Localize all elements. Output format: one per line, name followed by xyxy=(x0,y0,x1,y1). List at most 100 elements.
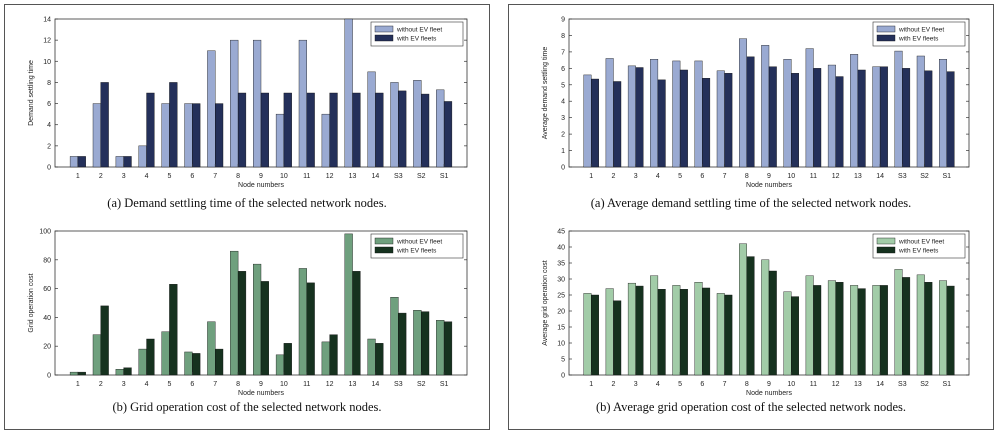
bar-with-ev-14 xyxy=(375,343,384,376)
x-tick-label: 6 xyxy=(700,173,704,180)
x-tick-label: 7 xyxy=(723,173,727,180)
y-tick-label: 20 xyxy=(43,344,51,351)
bar-with-ev-5 xyxy=(169,82,178,168)
bar-with-ev-1 xyxy=(591,294,599,376)
x-tick-label: 4 xyxy=(145,381,149,388)
x-tick-label: 12 xyxy=(832,381,840,388)
bar-without-ev-5 xyxy=(161,103,170,168)
bar-without-ev-1 xyxy=(69,371,79,376)
bar-with-ev-2 xyxy=(613,81,622,168)
x-tick-label: 1 xyxy=(589,173,593,180)
x-tick-label: S1 xyxy=(942,381,951,388)
x-tick-label: 13 xyxy=(854,173,862,180)
bar-with-ev-S1 xyxy=(946,285,955,376)
legend-swatch xyxy=(374,237,394,245)
bar-without-ev-S1 xyxy=(939,59,947,168)
bar-with-ev-13 xyxy=(857,69,866,168)
y-tick-label: 2 xyxy=(561,132,565,139)
x-tick-label: 6 xyxy=(700,381,704,388)
y-tick-label: 7 xyxy=(561,49,565,56)
bar-with-ev-8 xyxy=(237,92,247,168)
bar-with-ev-2 xyxy=(100,82,109,168)
bar-without-ev-3 xyxy=(627,282,636,376)
bar-without-ev-12 xyxy=(827,64,836,168)
y-tick-label: 45 xyxy=(557,229,565,236)
x-tick-label: 12 xyxy=(326,173,334,180)
x-tick-label: S2 xyxy=(920,381,929,388)
bar-with-ev-S3 xyxy=(398,312,407,376)
bar-without-ev-13 xyxy=(344,233,353,376)
bar-without-ev-10 xyxy=(275,113,285,168)
x-tick-label: 10 xyxy=(787,381,795,388)
x-tick-label: 2 xyxy=(611,173,615,180)
x-axis-label: Node numbers xyxy=(238,182,284,189)
x-tick-label: 5 xyxy=(167,381,171,388)
bar-without-ev-14 xyxy=(367,71,376,168)
x-tick-label: 3 xyxy=(634,173,638,180)
y-tick-label: 5 xyxy=(561,82,565,89)
bar-without-ev-10 xyxy=(783,59,792,168)
y-tick-label: 6 xyxy=(561,66,565,73)
bar-without-ev-2 xyxy=(92,103,101,168)
x-tick-label: 1 xyxy=(589,381,593,388)
bar-without-ev-11 xyxy=(298,268,307,376)
legend-entry: without EV fleet xyxy=(396,27,442,34)
y-axis-label: Average demand settling time xyxy=(542,47,549,140)
bar-with-ev-12 xyxy=(329,92,338,168)
bar-without-ev-14 xyxy=(872,66,881,168)
bar-with-ev-11 xyxy=(306,282,315,376)
x-tick-label: 3 xyxy=(634,381,638,388)
y-tick-label: 8 xyxy=(47,80,51,87)
y-tick-label: 35 xyxy=(557,261,565,268)
bar-with-ev-S2 xyxy=(924,70,933,168)
legend-entry: without EV fleet xyxy=(898,239,944,246)
bar-without-ev-8 xyxy=(230,39,239,168)
y-tick-label: 5 xyxy=(561,357,565,364)
bar-with-ev-10 xyxy=(283,92,292,168)
bar-without-ev-5 xyxy=(672,285,681,376)
y-tick-label: 8 xyxy=(561,33,565,40)
bar-with-ev-4 xyxy=(657,289,666,376)
y-tick-label: 4 xyxy=(47,122,51,129)
y-tick-label: 2 xyxy=(47,143,51,150)
legend-entry: with EV fleets xyxy=(898,36,939,43)
bar-with-ev-11 xyxy=(306,92,315,168)
bar-with-ev-S2 xyxy=(421,311,430,376)
bar-with-ev-4 xyxy=(146,92,155,168)
x-axis-label: Node numbers xyxy=(746,390,792,397)
bar-without-ev-4 xyxy=(138,145,147,168)
y-tick-label: 6 xyxy=(47,101,51,108)
bar-with-ev-S3 xyxy=(902,68,911,168)
x-tick-label: 14 xyxy=(876,381,884,388)
bar-without-ev-8 xyxy=(230,250,239,376)
legend-entry: with EV fleets xyxy=(396,36,437,43)
x-tick-label: 1 xyxy=(76,173,80,180)
figure-caption: (a) Average demand settling time of the … xyxy=(591,196,912,210)
bar-without-ev-S2 xyxy=(413,310,422,376)
x-tick-label: 14 xyxy=(372,381,380,388)
legend-entry: without EV fleet xyxy=(396,239,442,246)
bar-without-ev-3 xyxy=(115,156,124,168)
bar-with-ev-10 xyxy=(791,296,799,376)
x-tick-label: S1 xyxy=(440,381,449,388)
x-tick-label: 10 xyxy=(787,173,795,180)
y-tick-label: 1 xyxy=(561,148,565,155)
figure-caption: (b) Grid operation cost of the selected … xyxy=(112,400,381,414)
x-tick-label: 1 xyxy=(76,381,80,388)
x-tick-label: 13 xyxy=(854,381,862,388)
bar-with-ev-14 xyxy=(879,285,888,376)
bar-with-ev-S3 xyxy=(902,277,911,376)
x-tick-label: 2 xyxy=(99,173,103,180)
bar-without-ev-5 xyxy=(672,60,681,168)
y-tick-label: 14 xyxy=(43,17,51,24)
bar-with-ev-3 xyxy=(635,67,644,168)
bar-without-ev-4 xyxy=(138,348,147,376)
x-tick-label: 14 xyxy=(372,173,380,180)
y-axis-label: Demand settling time xyxy=(28,60,35,126)
right-figure-panel: 0 1 2 3 4 5 6 7 8 9 1 2 3 4 5 6 7 8 9 10 11 12 13 14 S3 S2 S1 Node … xyxy=(508,4,994,430)
bar-without-ev-10 xyxy=(783,291,792,376)
bar-with-ev-9 xyxy=(768,270,777,376)
bar-without-ev-3 xyxy=(627,65,636,168)
bar-without-ev-S2 xyxy=(916,55,925,168)
bar-without-ev-3 xyxy=(115,369,124,376)
